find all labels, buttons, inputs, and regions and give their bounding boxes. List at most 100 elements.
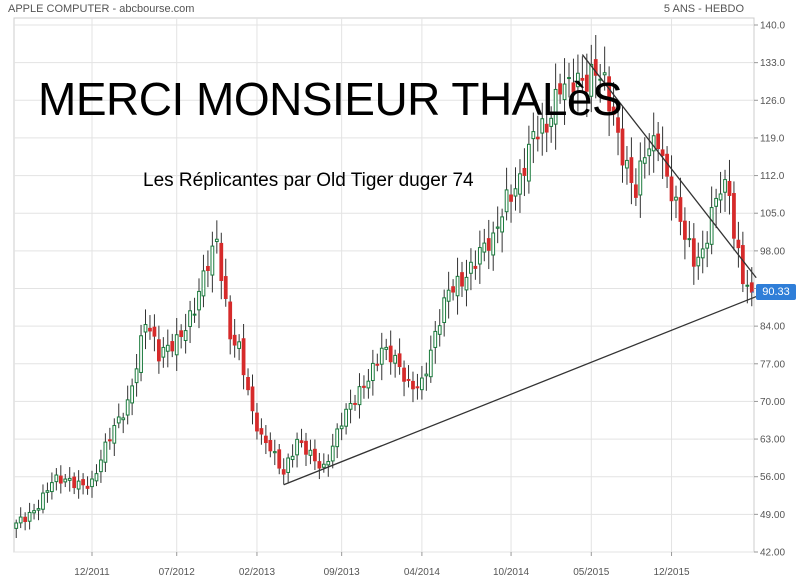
y-tick-label: 56.00 [760, 472, 785, 483]
y-tick-label: 140.0 [760, 21, 785, 32]
candle-body [41, 492, 45, 510]
candle-body [540, 118, 545, 134]
candle-body [723, 179, 727, 193]
overlay-title: MERCI MONSIEUR THALèS [38, 73, 623, 125]
candle-body [633, 184, 638, 198]
candle-body [250, 386, 255, 412]
candle-body [451, 286, 455, 293]
candle-body [161, 346, 166, 358]
candle-body [321, 463, 326, 468]
candle-body [513, 188, 518, 197]
candle-body [620, 128, 625, 166]
candle-body [651, 135, 656, 152]
y-tick-label: 105.0 [760, 209, 785, 220]
candle-body [116, 416, 121, 424]
candle-body [76, 480, 81, 490]
x-tick-label: 07/2012 [159, 567, 196, 578]
candle-body [165, 344, 170, 352]
candle-body [197, 290, 201, 311]
candle-body [103, 441, 108, 463]
candle-body [223, 276, 228, 299]
candle-body [544, 123, 549, 133]
header-period: 5 ANS - HEBDO [663, 3, 744, 15]
candle-body [192, 313, 197, 316]
candle-body [397, 353, 402, 368]
candle-body [660, 149, 665, 156]
candle-body [379, 347, 384, 365]
y-tick-label: 70.00 [760, 397, 785, 408]
candle-body [553, 88, 558, 125]
header-instrument: APPLE COMPUTER - abcbourse.com [8, 3, 195, 15]
candle-body [402, 367, 406, 382]
candle-body [504, 189, 509, 213]
candle-body [736, 239, 741, 249]
candle-body [313, 448, 317, 462]
y-tick-label: 42.00 [760, 548, 785, 559]
candle-body [170, 341, 175, 352]
candle-body [152, 326, 157, 337]
candle-body [469, 261, 473, 274]
candle-body [330, 445, 335, 462]
candle-body [268, 440, 273, 452]
candle-body [308, 449, 313, 456]
candle-body [139, 335, 143, 373]
candle-body [709, 207, 714, 245]
x-tick-label: 10/2014 [493, 567, 530, 578]
x-tick-label: 12/2011 [74, 567, 110, 578]
candle-body [134, 368, 139, 384]
candle-body [500, 216, 505, 233]
candle-body [464, 276, 469, 291]
candle-body [616, 117, 620, 133]
candle-body [348, 402, 353, 410]
candle-body [683, 220, 687, 240]
candle-body [522, 167, 527, 176]
candle-body [678, 197, 683, 222]
candle-body [125, 399, 130, 416]
candle-body [317, 461, 322, 469]
candle-body [495, 226, 500, 229]
candle-body [625, 159, 629, 169]
y-tick-label: 49.00 [760, 510, 785, 521]
candle-body [714, 197, 718, 207]
candle-body [388, 345, 393, 363]
candle-body [188, 310, 192, 327]
x-tick-label: 02/2013 [239, 567, 276, 578]
trendline [283, 295, 757, 486]
candle-body [437, 325, 442, 335]
candle-body [27, 511, 32, 522]
candle-body [393, 354, 398, 364]
candle-body [460, 272, 464, 287]
candle-body [219, 242, 224, 282]
candle-body [602, 72, 607, 76]
y-tick-label: 112.0 [760, 171, 785, 182]
candle-body [584, 74, 589, 92]
candle-body [228, 301, 233, 340]
candle-body [375, 363, 380, 366]
candle-body [326, 460, 331, 466]
y-tick-label: 133.0 [760, 58, 785, 69]
candle-body [642, 157, 647, 164]
candle-body [58, 475, 63, 484]
candle-body [611, 106, 616, 115]
candle-body [112, 425, 117, 444]
candle-body [455, 275, 460, 297]
candle-body [696, 256, 701, 267]
candle-body [85, 485, 90, 489]
candle-body [446, 289, 451, 302]
candle-body [571, 82, 576, 93]
candle-body [366, 380, 371, 389]
candle-body [562, 83, 567, 101]
candle-body [130, 385, 135, 404]
candle-body [272, 451, 277, 454]
candle-body [593, 59, 598, 76]
candle-body [589, 63, 594, 97]
y-tick-label: 98.00 [760, 246, 785, 257]
candle-body [518, 173, 522, 195]
candle-body [370, 362, 375, 382]
candle-body [558, 83, 562, 95]
candle-body [705, 242, 710, 249]
candle-body [691, 238, 696, 267]
x-tick-label: 04/2014 [404, 567, 441, 578]
x-tick-label: 12/2015 [653, 567, 690, 578]
candle-body [526, 143, 531, 182]
